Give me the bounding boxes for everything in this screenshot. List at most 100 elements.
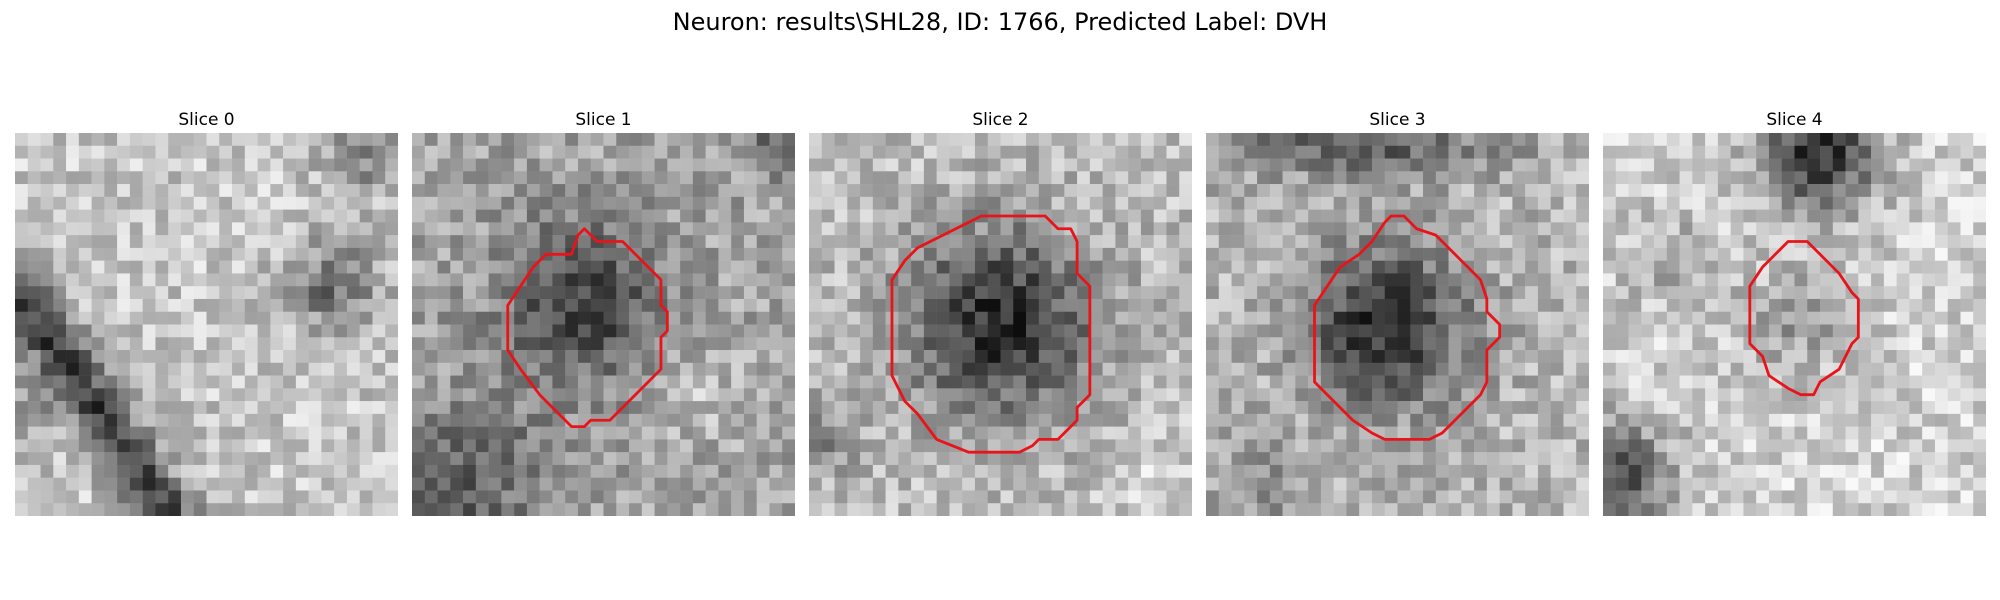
pixel <box>219 452 233 466</box>
pixel <box>1499 171 1513 185</box>
pixel <box>616 158 630 172</box>
pixel <box>206 503 220 516</box>
pixel <box>743 439 757 453</box>
pixel <box>987 145 1001 159</box>
pixel <box>514 311 528 325</box>
pixel <box>565 145 579 159</box>
pixel <box>860 452 874 466</box>
pixel <box>142 260 156 274</box>
pixel <box>295 426 309 440</box>
pixel <box>1282 273 1296 287</box>
pixel <box>936 388 950 402</box>
pixel <box>782 503 795 516</box>
pixel <box>1295 171 1309 185</box>
pixel <box>78 324 92 338</box>
pixel <box>1140 260 1154 274</box>
pixel <box>1448 196 1462 210</box>
pixel <box>539 439 553 453</box>
pixel <box>53 503 67 516</box>
pixel <box>1244 388 1258 402</box>
pixel <box>142 171 156 185</box>
pixel <box>295 477 309 491</box>
pixel <box>232 350 246 364</box>
pixel <box>1641 298 1655 312</box>
pixel <box>1166 235 1180 249</box>
pixel <box>78 337 92 351</box>
pixel <box>1692 184 1706 198</box>
pixel <box>1705 324 1719 338</box>
pixel <box>1654 401 1668 415</box>
pixel <box>1947 388 1961 402</box>
pixel <box>1845 196 1859 210</box>
pixel <box>1166 350 1180 364</box>
pixel <box>1807 426 1821 440</box>
pixel <box>1781 158 1795 172</box>
pixel <box>40 133 54 147</box>
pixel <box>1654 171 1668 185</box>
pixel <box>117 235 131 249</box>
pixel <box>809 171 823 185</box>
pixel <box>577 273 591 287</box>
pixel <box>91 184 105 198</box>
pixel <box>1768 235 1782 249</box>
pixel <box>1654 209 1668 223</box>
pixel <box>219 350 233 364</box>
pixel <box>372 388 386 402</box>
pixel <box>270 503 284 516</box>
pixel <box>1026 388 1040 402</box>
pixel <box>1102 337 1116 351</box>
pixel <box>1346 464 1360 478</box>
pixel <box>66 286 80 300</box>
pixel <box>1308 388 1322 402</box>
pixel <box>769 273 783 287</box>
pixel <box>1077 350 1091 364</box>
pixel <box>1448 503 1462 516</box>
pixel <box>577 209 591 223</box>
pixel <box>1973 222 1986 236</box>
pixel <box>1628 350 1642 364</box>
pixel <box>641 426 655 440</box>
pixel <box>1537 286 1551 300</box>
pixel <box>1705 247 1719 261</box>
pixel <box>232 477 246 491</box>
pixel <box>1218 439 1232 453</box>
pixel <box>680 171 694 185</box>
pixel <box>168 490 182 504</box>
pixel <box>1384 401 1398 415</box>
pixel <box>1359 311 1373 325</box>
pixel <box>1666 260 1680 274</box>
pixel <box>860 388 874 402</box>
pixel <box>629 171 643 185</box>
pixel <box>1166 247 1180 261</box>
pixel <box>1371 273 1385 287</box>
pixel <box>1206 209 1220 223</box>
pixel <box>1947 196 1961 210</box>
pixel <box>667 324 681 338</box>
pixel <box>1231 145 1245 159</box>
pixel <box>860 260 874 274</box>
pixel <box>1435 439 1449 453</box>
pixel <box>1845 171 1859 185</box>
pixel <box>424 260 438 274</box>
pixel <box>654 196 668 210</box>
pixel <box>270 196 284 210</box>
pixel <box>1512 171 1526 185</box>
pixel <box>1960 388 1974 402</box>
pixel <box>1346 209 1360 223</box>
pixel <box>1115 133 1129 147</box>
pixel <box>346 350 360 364</box>
pixel <box>1218 184 1232 198</box>
pixel <box>565 158 579 172</box>
pixel <box>1179 260 1192 274</box>
pixel <box>1603 375 1617 389</box>
pixel <box>885 388 899 402</box>
pixel <box>129 464 143 478</box>
pixel <box>1384 388 1398 402</box>
pixel <box>155 158 169 172</box>
pixel <box>565 464 579 478</box>
pixel <box>629 439 643 453</box>
pixel <box>1179 362 1192 376</box>
pixel <box>1269 337 1283 351</box>
pixel <box>1474 247 1488 261</box>
pixel <box>1615 452 1629 466</box>
